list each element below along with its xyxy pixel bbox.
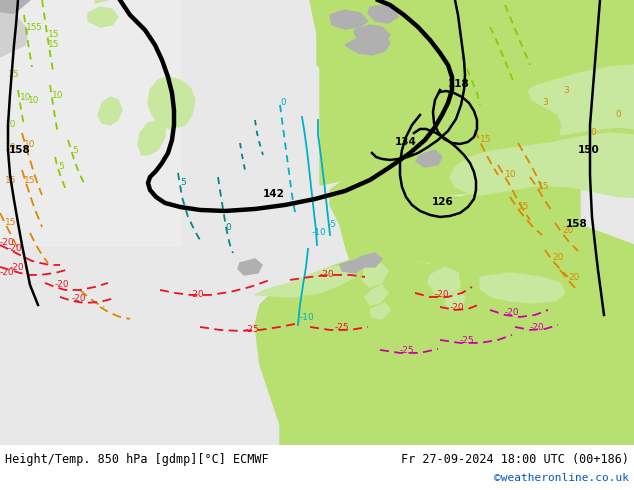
Text: 10: 10 <box>20 93 32 102</box>
Text: 15: 15 <box>48 40 60 49</box>
Text: 0: 0 <box>615 110 621 119</box>
Text: -20: -20 <box>530 323 545 332</box>
Text: 20: 20 <box>568 273 579 282</box>
Text: 142: 142 <box>263 189 285 199</box>
Text: 10: 10 <box>52 91 63 100</box>
Text: -10: -10 <box>312 228 327 237</box>
Text: 15: 15 <box>518 202 529 211</box>
Text: 150: 150 <box>578 145 600 155</box>
Text: 20: 20 <box>562 226 573 235</box>
Polygon shape <box>480 0 634 85</box>
Text: -20: -20 <box>0 268 15 277</box>
Text: ©weatheronline.co.uk: ©weatheronline.co.uk <box>494 473 629 483</box>
Text: -25: -25 <box>335 323 349 332</box>
Polygon shape <box>320 0 634 87</box>
Text: 118: 118 <box>448 79 470 89</box>
Polygon shape <box>365 285 388 305</box>
Polygon shape <box>345 33 390 55</box>
Text: 126: 126 <box>432 197 454 207</box>
Text: 10: 10 <box>24 140 36 149</box>
Text: 10: 10 <box>505 170 517 179</box>
Text: -20: -20 <box>72 294 87 303</box>
Polygon shape <box>330 170 580 270</box>
Polygon shape <box>450 133 634 197</box>
Text: 3: 3 <box>542 98 548 107</box>
Text: 15: 15 <box>5 176 16 185</box>
Text: 15: 15 <box>26 23 37 32</box>
Text: 5: 5 <box>58 162 64 171</box>
Polygon shape <box>428 267 460 295</box>
Polygon shape <box>98 97 122 125</box>
Polygon shape <box>370 303 390 319</box>
Text: -20: -20 <box>190 290 205 299</box>
Text: -5: -5 <box>328 220 337 229</box>
Text: 15: 15 <box>538 182 550 191</box>
Polygon shape <box>317 0 634 90</box>
Text: 0: 0 <box>590 128 596 137</box>
Text: -25: -25 <box>245 325 260 334</box>
Text: -10: -10 <box>300 313 314 322</box>
Text: 134: 134 <box>395 137 417 147</box>
Polygon shape <box>528 65 634 135</box>
Text: -20: -20 <box>8 244 23 253</box>
Text: 20: 20 <box>552 253 564 262</box>
Text: -20: -20 <box>0 238 15 247</box>
Polygon shape <box>95 0 108 3</box>
Text: Height/Temp. 850 hPa [gdmp][°C] ECMWF: Height/Temp. 850 hPa [gdmp][°C] ECMWF <box>5 453 269 466</box>
Polygon shape <box>0 0 30 25</box>
Text: 15: 15 <box>48 30 60 39</box>
Text: -20: -20 <box>55 280 70 289</box>
Text: 3: 3 <box>563 86 569 95</box>
Polygon shape <box>330 10 368 29</box>
Text: 15: 15 <box>8 70 20 79</box>
Polygon shape <box>255 225 634 445</box>
Text: 15: 15 <box>24 176 36 185</box>
Polygon shape <box>320 0 634 197</box>
Polygon shape <box>480 273 565 303</box>
Polygon shape <box>362 263 388 287</box>
Text: 10: 10 <box>5 120 16 129</box>
Text: 0: 0 <box>225 223 231 232</box>
Text: 15: 15 <box>5 218 16 227</box>
Polygon shape <box>355 253 382 267</box>
Text: 5: 5 <box>180 178 186 187</box>
Text: 10: 10 <box>5 143 16 152</box>
Text: 0: 0 <box>280 98 286 107</box>
Text: -20: -20 <box>450 303 465 312</box>
Polygon shape <box>310 0 634 80</box>
Polygon shape <box>0 13 28 57</box>
Text: -25: -25 <box>460 336 475 345</box>
Polygon shape <box>368 5 398 23</box>
Polygon shape <box>255 267 355 297</box>
Polygon shape <box>340 259 364 273</box>
Text: 158: 158 <box>566 219 588 229</box>
Text: 5: 5 <box>35 23 41 32</box>
Polygon shape <box>354 25 390 43</box>
Polygon shape <box>148 77 195 129</box>
Polygon shape <box>445 291 465 309</box>
Text: -20: -20 <box>435 290 450 299</box>
Text: -20: -20 <box>10 263 25 272</box>
Text: -25: -25 <box>400 346 415 355</box>
Polygon shape <box>88 7 118 27</box>
Polygon shape <box>238 259 262 275</box>
Polygon shape <box>138 120 165 155</box>
Text: 158: 158 <box>9 145 31 155</box>
Text: -20: -20 <box>320 270 335 279</box>
Text: 5: 5 <box>72 146 78 155</box>
Text: -20: -20 <box>505 308 520 317</box>
Text: Fr 27-09-2024 18:00 UTC (00+186): Fr 27-09-2024 18:00 UTC (00+186) <box>401 453 629 466</box>
Polygon shape <box>0 0 180 245</box>
Text: 15: 15 <box>480 135 491 144</box>
Text: 10: 10 <box>28 96 39 105</box>
Polygon shape <box>416 150 442 167</box>
